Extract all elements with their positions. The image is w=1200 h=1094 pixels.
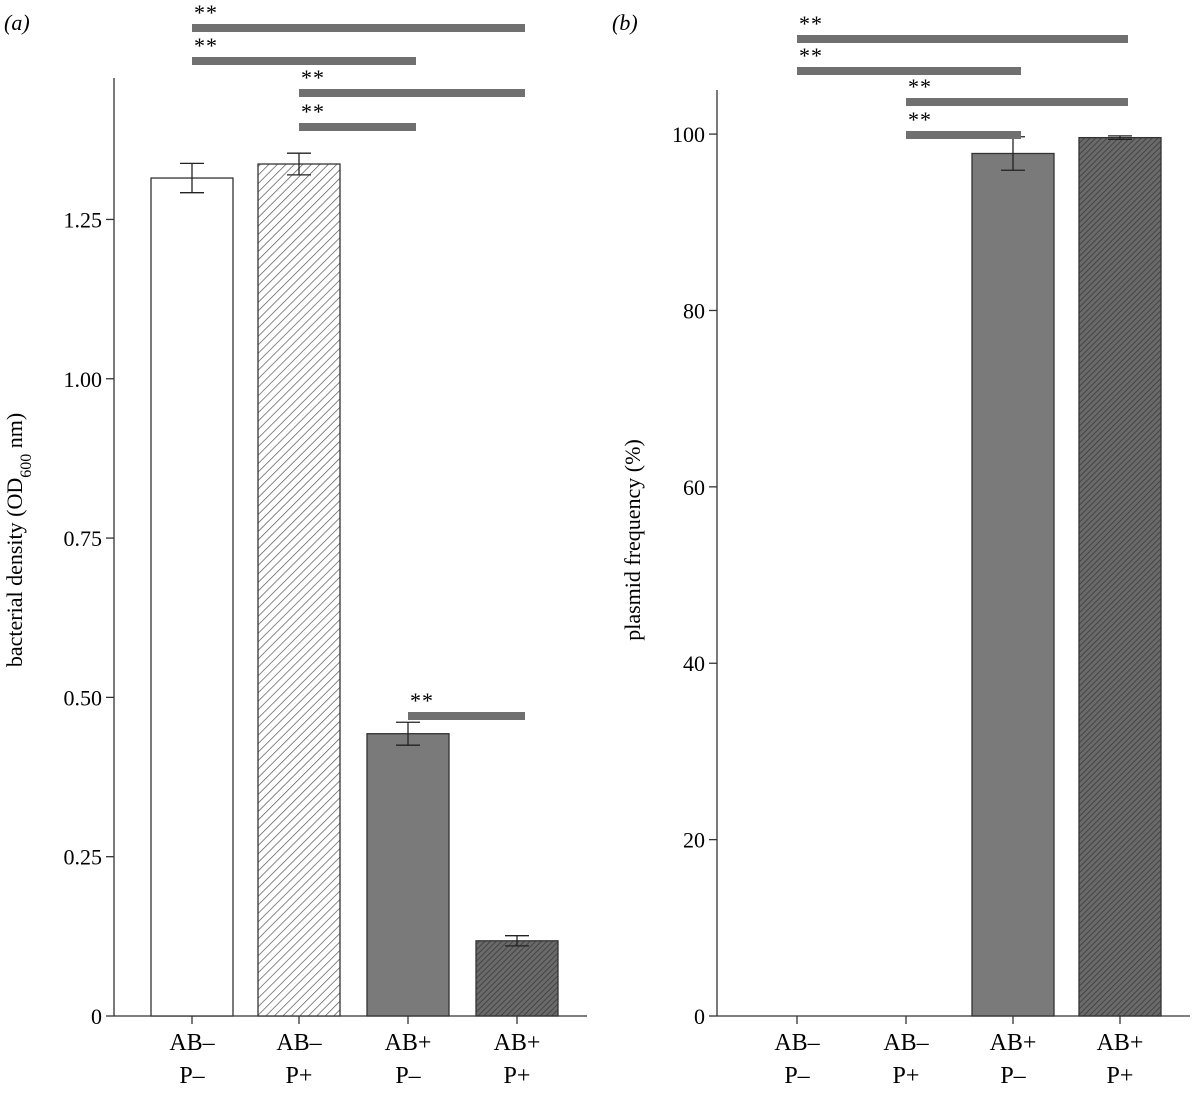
x-category-label-line1: AB+ (1097, 1030, 1144, 1056)
bar (475, 940, 559, 1017)
x-category-label-line2: P+ (286, 1063, 313, 1089)
bar (1078, 136, 1162, 1017)
y-tick-label: 0.25 (64, 845, 103, 870)
significance-label: ** (194, 0, 218, 25)
significance-label: ** (799, 43, 823, 68)
significance-bar (192, 24, 525, 32)
y-tick-label: 0 (694, 1004, 705, 1029)
x-category-label-line1: AB+ (990, 1030, 1037, 1056)
significance-bar (299, 89, 525, 97)
y-tick-label: 0.75 (64, 526, 103, 551)
significance-bar (797, 35, 1128, 43)
significance-label: ** (301, 65, 325, 90)
x-category-label-line2: P– (1000, 1063, 1026, 1089)
significance-label: ** (908, 107, 932, 132)
y-tick-label: 1.00 (64, 367, 103, 392)
x-category-label-line1: AB+ (385, 1030, 432, 1056)
x-category-label-line2: P+ (1107, 1063, 1134, 1089)
significance-label: ** (301, 99, 325, 124)
bar (366, 733, 450, 1017)
significance-bar (299, 123, 416, 131)
x-category-label-line1: AB– (774, 1030, 820, 1056)
x-category-label-line2: P– (179, 1063, 205, 1089)
y-tick-label: 20 (683, 828, 705, 853)
bar (257, 163, 341, 1017)
significance-bar (408, 712, 525, 720)
x-category-label-line2: P+ (893, 1063, 920, 1089)
significance-label: ** (908, 74, 932, 99)
y-tick-label: 1.25 (64, 207, 103, 232)
y-tick-label: 0 (91, 1004, 102, 1029)
significance-bar (797, 67, 1021, 75)
y-tick-label: 60 (683, 475, 705, 500)
significance-bar (906, 98, 1128, 106)
x-category-label-line1: AB– (276, 1030, 322, 1056)
y-axis-title-subscript: 600 (18, 454, 35, 478)
y-tick-label: 100 (672, 122, 705, 147)
y-tick-label: 0.50 (64, 685, 103, 710)
bar (971, 152, 1055, 1017)
y-tick-label: 40 (683, 651, 705, 676)
y-axis-title: plasmid frequency (%) (620, 439, 645, 641)
x-category-label-line2: P+ (504, 1063, 531, 1089)
panel-a-chart: 0 0.25 0.50 0.75 1.00 1.25 bacterial density (… (2, 0, 587, 1089)
significance-label: ** (799, 11, 823, 36)
x-category-label-line1: AB+ (494, 1030, 541, 1056)
x-category-label-line2: P– (395, 1063, 421, 1089)
y-axis-title-suffix: nm) (2, 413, 27, 454)
panel-b-label: (b) (612, 10, 638, 35)
y-axis-title: bacterial density (OD600 nm) (2, 413, 35, 667)
x-category-label-line1: AB– (169, 1030, 215, 1056)
x-category-label-line2: P– (784, 1063, 810, 1089)
x-category-label-line1: AB– (883, 1030, 929, 1056)
significance-bar (192, 57, 416, 65)
y-tick-label: 80 (683, 298, 705, 323)
significance-label: ** (410, 688, 434, 713)
panel-b-chart: 0 20 40 60 80 100 plasmid frequency (%) AB– P– AB… (620, 11, 1190, 1089)
significance-bar (906, 131, 1021, 139)
panel-a-label: (a) (4, 10, 30, 35)
bar (150, 177, 234, 1017)
significance-label: ** (194, 33, 218, 58)
